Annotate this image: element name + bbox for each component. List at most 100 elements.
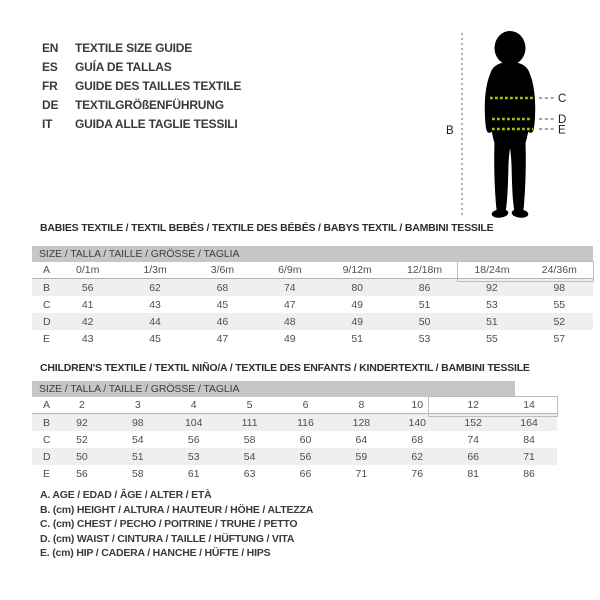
- size-cell: 58: [131, 467, 144, 480]
- size-cell: 51: [486, 315, 498, 328]
- size-cell: 74: [467, 433, 479, 446]
- language-row-de: DE TEXTILGRÖßENFÜHRUNG: [42, 96, 241, 115]
- legend-height: B. (cm) HEIGHT / ALTURA / HAUTEUR / HÖHE…: [40, 503, 314, 516]
- size-cell: 56: [299, 450, 312, 463]
- table-row-height: B 92 98 104 111 116 128 140 152 164: [32, 414, 557, 431]
- torso: [488, 62, 532, 149]
- size-cell: 80: [351, 281, 364, 294]
- size-cell: 6/9m: [278, 264, 302, 276]
- table-row-age: A 2 3 4 5 6 8 10 12 14: [32, 397, 557, 414]
- size-cell: 43: [149, 298, 161, 311]
- row-label: C: [43, 433, 51, 446]
- table-row-age: A 0/1m 1/3m 3/6m 6/9m 9/12m 12/18m 18/24…: [32, 262, 593, 279]
- size-cell: 92: [486, 281, 498, 294]
- size-cell: 44: [149, 315, 161, 328]
- size-cell: 5: [246, 399, 253, 411]
- size-cell: 47: [216, 332, 229, 345]
- legend-waist: D. (cm) WAIST / CINTURA / TAILLE / HÜFTU…: [40, 532, 295, 545]
- size-cell: 152: [464, 416, 482, 429]
- size-cell: 1/3m: [143, 264, 167, 276]
- size-cell: 64: [355, 433, 368, 446]
- left-arm: [484, 71, 494, 133]
- language-row-es: ES GUÍA DE TALLAS: [42, 58, 241, 77]
- table-row-chest: C 52 54 56 58 60 64 68 74 84: [32, 431, 557, 448]
- size-cell: 6: [302, 399, 309, 411]
- table-row-waist: D 50 51 53 54 56 59 62 66 71: [32, 448, 557, 465]
- size-cell: 62: [411, 450, 424, 463]
- babies-size-table: SIZE / TALLA / TAILLE / GRÖSSE / TAGLIA …: [32, 246, 594, 347]
- size-cell: 42: [81, 315, 94, 328]
- size-cell: 86: [418, 281, 431, 294]
- language-row-en: EN TEXTILE SIZE GUIDE: [42, 39, 241, 58]
- children-size-table: SIZE / TALLA / TAILLE / GRÖSSE / TAGLIA …: [32, 381, 558, 482]
- size-cell: 111: [241, 416, 258, 429]
- language-code: IT: [42, 117, 53, 131]
- size-cell: 60: [299, 433, 312, 446]
- waist-label: D: [558, 114, 566, 126]
- size-cell: 24/36m: [541, 264, 577, 276]
- size-cell: 49: [283, 332, 296, 345]
- size-cell: 0/1m: [76, 264, 100, 276]
- child-figure-svg: B C D E: [446, 31, 566, 218]
- legend-chest: C. (cm) CHEST / PECHO / POITRINE / TRUHE…: [40, 518, 298, 531]
- size-cell: 98: [553, 281, 566, 294]
- babies-section-title: BABIES TEXTILE / TEXTIL BEBÉS / TEXTILE …: [40, 222, 494, 234]
- language-title: GUIDA ALLE TAGLIE TESSILI: [75, 117, 238, 131]
- right-foot: [511, 209, 529, 218]
- size-cell: 62: [149, 281, 161, 294]
- size-cell: 53: [418, 332, 431, 345]
- size-cell: 68: [411, 433, 424, 446]
- size-cell: 18/24m: [474, 264, 510, 276]
- size-cell: 3: [134, 399, 141, 411]
- size-cell: 98: [131, 416, 144, 429]
- language-code: DE: [42, 98, 59, 112]
- size-cell: 46: [216, 315, 229, 328]
- size-cell: 50: [76, 450, 88, 463]
- language-title: GUÍA DE TALLAS: [75, 60, 172, 74]
- legend-age: A. AGE / EDAD / ÂGE / ALTER / ETÀ: [40, 489, 212, 501]
- size-cell: 9/12m: [342, 264, 372, 276]
- size-cell: 3/6m: [210, 264, 235, 276]
- size-cell: 74: [283, 281, 296, 294]
- row-label: D: [43, 450, 51, 463]
- size-cell: 66: [467, 450, 479, 463]
- size-cell: 71: [355, 467, 368, 480]
- size-header-band: SIZE / TALLA / TAILLE / GRÖSSE / TAGLIA: [32, 246, 593, 262]
- size-cell: 52: [553, 315, 566, 328]
- size-cell: 53: [187, 450, 200, 463]
- size-cell: 104: [184, 416, 203, 429]
- row-label: C: [43, 298, 51, 311]
- language-row-fr: FR GUIDE DES TAILLES TEXTILE: [42, 77, 241, 96]
- height-label: B: [446, 125, 454, 137]
- size-cell: 116: [297, 416, 314, 429]
- size-cell: 49: [351, 315, 364, 328]
- size-cell: 56: [81, 281, 94, 294]
- size-cell: 47: [283, 298, 296, 311]
- row-label: B: [43, 416, 51, 429]
- highlight-box: [457, 261, 594, 282]
- language-code: EN: [42, 41, 59, 55]
- size-cell: 10: [411, 399, 424, 411]
- row-label: A: [43, 399, 51, 411]
- size-cell: 58: [243, 433, 256, 446]
- row-label: E: [43, 332, 51, 345]
- language-title: TEXTILGRÖßENFÜHRUNG: [75, 98, 224, 112]
- child-silhouette: [484, 31, 536, 218]
- measurement-figure: B C D E: [440, 12, 600, 222]
- size-cell: 140: [408, 416, 427, 429]
- legend-hip: E. (cm) HIP / CADERA / HANCHE / HÜFTE / …: [40, 547, 271, 560]
- size-cell: 81: [467, 467, 479, 480]
- size-cell: 56: [76, 467, 88, 480]
- size-cell: 59: [355, 450, 368, 463]
- size-cell: 43: [81, 332, 94, 345]
- size-cell: 164: [520, 416, 538, 429]
- size-cell: 41: [81, 298, 94, 311]
- left-foot: [491, 209, 509, 218]
- hip-label: E: [558, 125, 566, 137]
- row-label: E: [43, 467, 51, 480]
- size-cell: 53: [486, 298, 498, 311]
- size-cell: 63: [243, 467, 256, 480]
- size-cell: 55: [486, 332, 498, 345]
- size-cell: 61: [187, 467, 200, 480]
- size-cell: 50: [418, 315, 431, 328]
